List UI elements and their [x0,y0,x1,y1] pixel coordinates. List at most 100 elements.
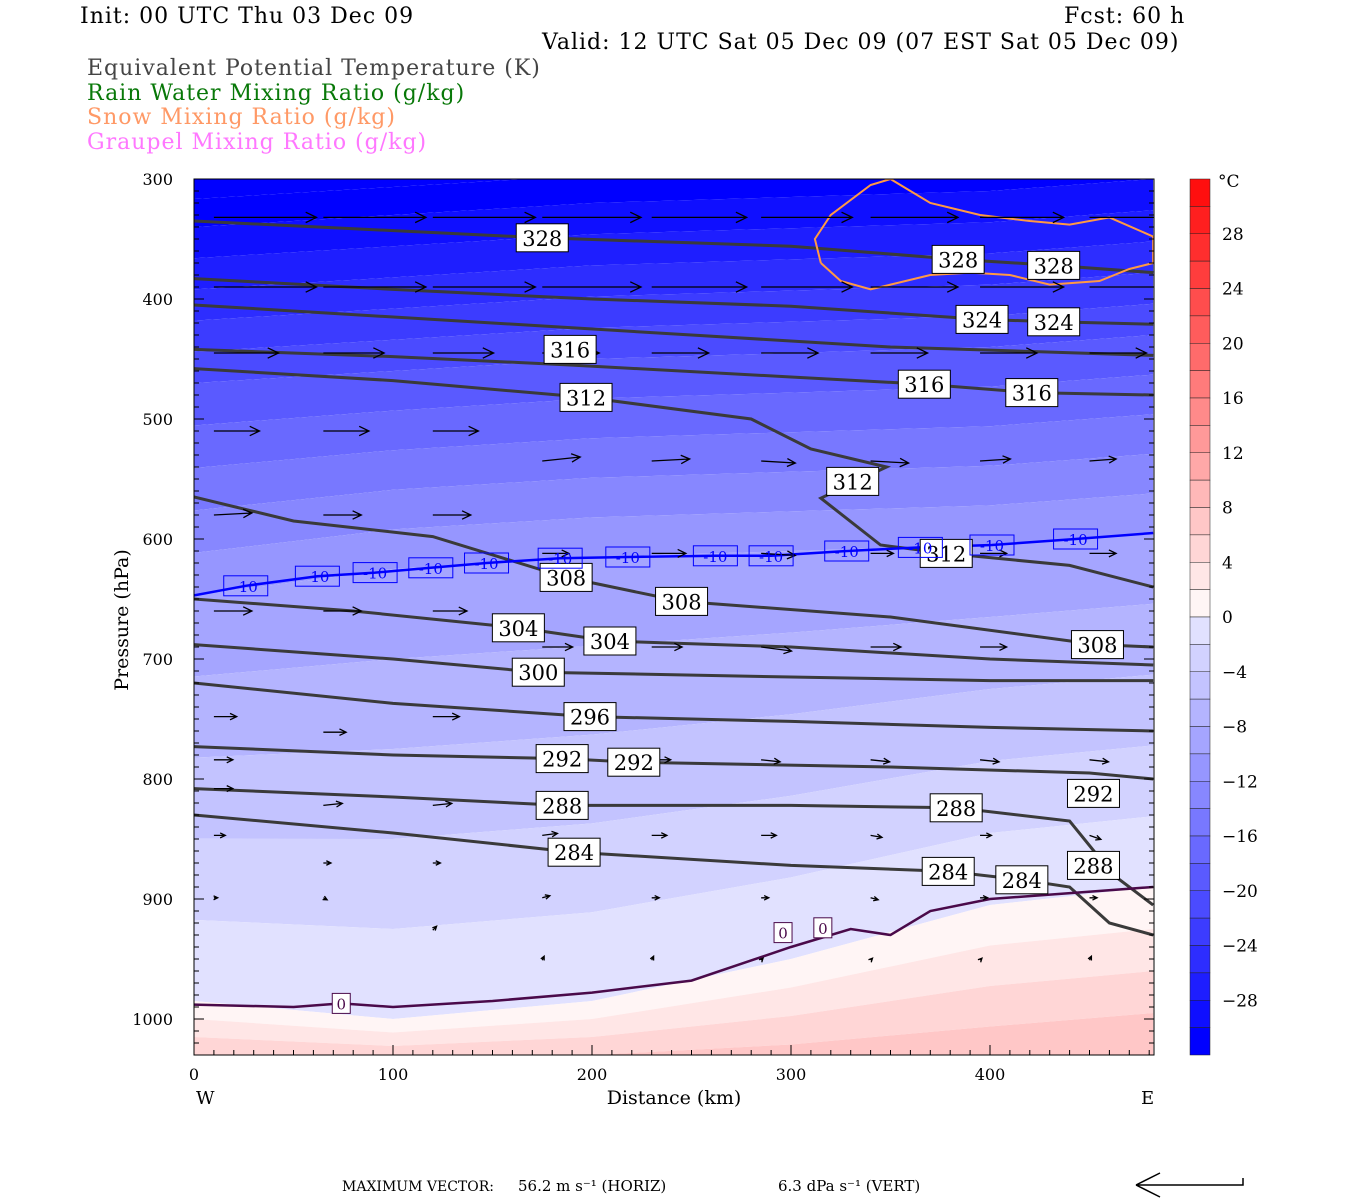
temperature-band [194,179,1154,259]
wind-vector [432,712,461,721]
wind-vector [213,756,235,764]
colorbar-swatch [1189,233,1211,262]
wind-vector [870,457,911,468]
theta-e-label: 324 [962,308,1002,332]
theta-e-label: 284 [928,860,968,884]
max-vector-horiz: 56.2 m s⁻¹ (HORIZ) [518,1177,666,1195]
theta-e-label-box [995,865,1049,895]
colorbar-swatch [1189,507,1211,536]
wind-vector [758,957,765,963]
colorbar-swatch [1189,644,1211,672]
theta-e-label-box [1005,378,1059,408]
colorbar-swatch [1189,562,1211,590]
wind-vector [432,347,496,359]
theta-e-label: 328 [522,227,562,251]
y-tick-label: 400 [142,290,173,309]
temperature-band [194,816,1154,1019]
y-tick-label: 600 [142,530,173,549]
temperature-band [194,241,1154,321]
wind-vector [1089,216,1154,219]
theta-e-contour-296 [194,681,1154,733]
isotherm-label: -10 [908,539,932,557]
colorbar-swatch [1189,835,1211,864]
theta-e-label: 292 [614,751,654,775]
colorbar-tick-label: 20 [1222,334,1244,354]
colorbar-tick-label: 16 [1222,389,1244,409]
colorbar-swatch [1189,260,1211,289]
wind-vector [979,757,1001,765]
wind-vector [323,860,333,866]
theta-e-label-box [491,613,545,643]
isotherm-label: 0 [818,920,828,938]
isotherm-label-box [408,557,454,579]
wind-vector [213,211,318,224]
isotherm-label: -10 [419,560,443,578]
theta-e-label-box [535,790,589,820]
wind-vector [761,832,778,839]
x-axis-label: Distance (km) [607,1087,742,1109]
wind-vector [323,800,344,808]
theta-e-label-box [607,747,661,777]
temperature-band [194,745,1154,929]
wind-vector [870,895,880,902]
theta-e-label-box [826,466,880,496]
wind-vector [870,347,930,359]
wind-vector [761,211,854,224]
y-tick-label: 800 [142,770,173,789]
valid-time: Valid: 12 UTC Sat 05 Dec 09 (07 EST Sat … [542,30,1180,55]
wind-vector [651,211,749,224]
theta-e-label-box [1066,850,1120,880]
colorbar-swatch [1189,945,1211,974]
colorbar-tick-label: −28 [1222,991,1258,1011]
wind-vector [432,510,473,520]
isotherm-label-box [223,575,269,597]
theta-e-label-box [655,586,709,616]
theta-e-label: 304 [590,630,630,654]
colorbar-tick-label: −12 [1222,772,1258,792]
colorbar-unit: °C [1218,172,1240,192]
isotherm-label: -10 [234,578,258,596]
wind-vector [323,728,348,737]
y-tick-label: 900 [142,890,173,909]
isotherm-label: -10 [363,565,387,583]
colorbar-swatch [1189,781,1211,809]
isotherm-label-box [331,992,351,1014]
theta-e-label: 328 [938,248,978,272]
colorbar-swatch [1189,397,1211,426]
theta-e-label-box [535,744,589,774]
isotherm-label-box [352,562,398,584]
theta-e-label-box [543,334,597,364]
wind-vector [323,606,363,616]
wind-vector [980,347,1039,359]
colorbar-tick-label: −24 [1222,937,1258,957]
theta-e-label: 316 [904,373,944,397]
colorbar-swatch [1189,698,1211,727]
wind-vector [651,548,688,558]
colorbar-tick-label: 24 [1222,280,1244,300]
colorbar-swatch [1189,917,1211,946]
isotherm-label-box [692,545,738,567]
theta-e-label-box [921,856,975,886]
colorbar-tick-label: −8 [1222,718,1247,738]
theta-e-label-box [1070,630,1124,660]
plot-frame [193,178,1155,1056]
wind-vector [323,425,371,437]
forecast-hour: Fcst: 60 h [1064,4,1186,29]
temperature-band [194,971,1154,1055]
theta-e-label-box [583,626,637,656]
isotherm-label: -10 [835,543,859,561]
theta-e-label: 304 [498,617,538,641]
theta-e-label: 284 [554,841,594,865]
colorbar-swatch [1189,425,1211,453]
isotherm-label: -10 [703,548,727,566]
wind-vector [761,281,854,293]
temperature-band [194,210,1154,290]
wind-vector [542,894,552,900]
theta-e-label: 288 [542,794,582,818]
wind-vector [1089,549,1118,558]
isotherm-label: -10 [759,548,783,566]
theta-e-label: 312 [566,386,606,410]
wind-vector [649,954,655,961]
theta-e-label: 316 [550,338,590,362]
